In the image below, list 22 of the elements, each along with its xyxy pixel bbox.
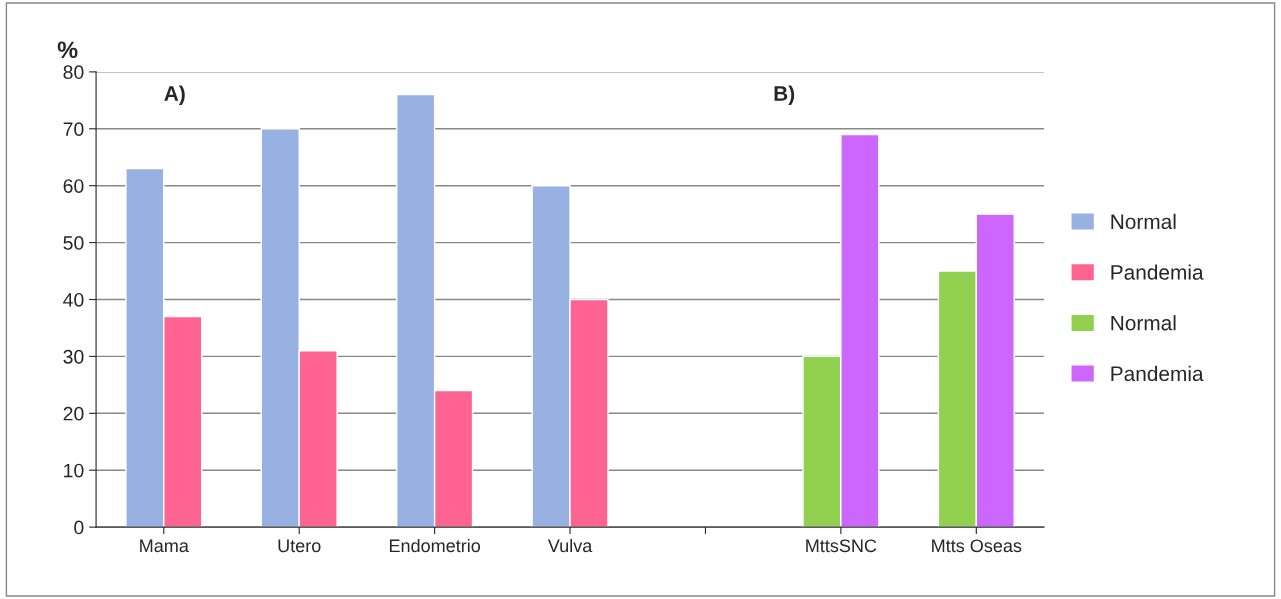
legend-label: Pandemia (1111, 264, 1204, 280)
annotation: A) (164, 85, 185, 105)
y-tick-label: 70 (63, 122, 84, 137)
y-tick-label: 10 (64, 463, 84, 478)
y-tick-label: 50 (63, 236, 84, 250)
legend-label: Pandemia (1111, 365, 1204, 382)
y-tick-label: 0 (74, 520, 84, 535)
x-tick-label: Endometrio (389, 538, 481, 553)
y-tick-label: 20 (63, 406, 84, 421)
legend-label: Normal (1111, 315, 1176, 331)
legend-label: Normal (1111, 213, 1176, 230)
y-axis-title: % (57, 41, 78, 59)
y-tick-label: 30 (63, 349, 84, 364)
annotation: B) (774, 85, 795, 105)
x-tick-label: Mtts Oseas (932, 539, 1022, 553)
y-tick-label: 80 (63, 65, 84, 80)
x-tick-label: Utero (278, 539, 321, 553)
x-tick-label: Vulva (547, 538, 593, 553)
y-tick-label: 40 (63, 292, 84, 307)
x-tick-label: MttsSNC (806, 539, 877, 553)
x-tick-label: Mama (140, 539, 189, 553)
y-tick-label: 60 (63, 179, 84, 193)
